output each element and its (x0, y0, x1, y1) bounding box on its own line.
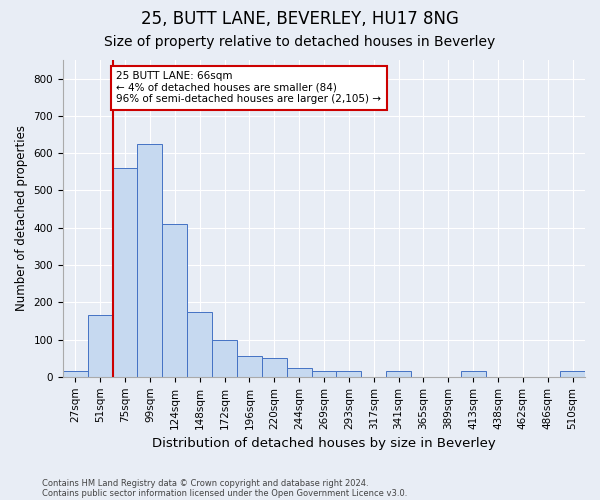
Bar (461, 371, 485, 377)
Y-axis label: Number of detached properties: Number of detached properties (15, 126, 28, 312)
Text: Size of property relative to detached houses in Beverley: Size of property relative to detached ho… (104, 35, 496, 49)
Bar (262, 358, 287, 377)
Bar (287, 368, 311, 377)
X-axis label: Distribution of detached houses by size in Beverley: Distribution of detached houses by size … (152, 437, 496, 450)
Bar (163, 224, 187, 377)
Bar (63, 371, 88, 377)
Bar (311, 371, 337, 377)
Bar (137, 144, 163, 377)
Bar (560, 371, 585, 377)
Bar (386, 371, 411, 377)
Bar (212, 340, 237, 377)
Bar (187, 312, 212, 377)
Bar (88, 316, 113, 377)
Bar (113, 168, 137, 377)
Text: Contains public sector information licensed under the Open Government Licence v3: Contains public sector information licen… (42, 488, 407, 498)
Bar (337, 371, 361, 377)
Text: 25 BUTT LANE: 66sqm
← 4% of detached houses are smaller (84)
96% of semi-detache: 25 BUTT LANE: 66sqm ← 4% of detached hou… (116, 71, 382, 104)
Text: 25, BUTT LANE, BEVERLEY, HU17 8NG: 25, BUTT LANE, BEVERLEY, HU17 8NG (141, 10, 459, 28)
Bar (237, 356, 262, 377)
Text: Contains HM Land Registry data © Crown copyright and database right 2024.: Contains HM Land Registry data © Crown c… (42, 478, 368, 488)
